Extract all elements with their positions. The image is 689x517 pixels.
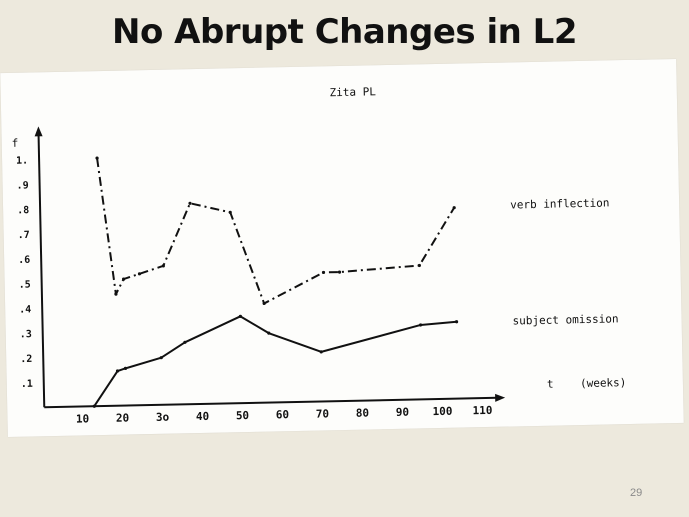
data-point bbox=[319, 350, 323, 354]
x-tick-label: 3o bbox=[156, 411, 170, 424]
y-axis-label: f bbox=[12, 137, 19, 150]
y-tick-label: 1. bbox=[16, 156, 28, 167]
data-point bbox=[95, 156, 99, 160]
data-point bbox=[115, 369, 120, 373]
data-point bbox=[114, 292, 118, 296]
y-tick-label: .8 bbox=[17, 205, 29, 216]
data-point bbox=[454, 320, 459, 324]
data-point bbox=[262, 301, 266, 306]
series-label: subject omission bbox=[512, 312, 618, 327]
line-chart: Zita PL f t (weeks) 10 20 3o 40 50 60 70 80 90 100… bbox=[12, 85, 627, 426]
y-tick-label: .7 bbox=[18, 230, 30, 241]
x-axis-arrow bbox=[495, 393, 506, 402]
series-line-2 bbox=[93, 315, 457, 407]
data-point bbox=[161, 264, 165, 268]
y-tick-label: .3 bbox=[20, 329, 32, 340]
x-tick-label: 20 bbox=[116, 411, 130, 424]
y-tick-label: .9 bbox=[17, 180, 29, 191]
x-tick-label: 50 bbox=[236, 409, 250, 422]
axes: f t (weeks) bbox=[12, 126, 627, 409]
data-point bbox=[337, 270, 342, 274]
y-tick-label: .1 bbox=[21, 379, 33, 390]
scanned-chart: Zita PL f t (weeks) 10 20 3o 40 50 60 70 80 90 100… bbox=[0, 58, 684, 438]
series-line-1 bbox=[96, 157, 456, 305]
data-point bbox=[183, 340, 187, 344]
y-tick-label: .4 bbox=[19, 304, 31, 315]
data-point bbox=[267, 331, 271, 335]
x-tick-label: 100 bbox=[432, 405, 452, 418]
y-axis-arrow bbox=[34, 126, 43, 137]
x-tick-label: 80 bbox=[356, 406, 370, 419]
chart-title: Zita PL bbox=[329, 85, 376, 99]
data-point bbox=[122, 277, 126, 281]
x-axis-label: t (weeks) bbox=[547, 376, 627, 391]
data-point bbox=[419, 323, 423, 327]
y-axis-line bbox=[37, 134, 46, 408]
data-point bbox=[92, 404, 96, 408]
series-label: verb inflection bbox=[510, 196, 610, 211]
x-tick-label: 10 bbox=[76, 412, 90, 425]
y-tick-label: .5 bbox=[19, 280, 31, 291]
data-point bbox=[188, 201, 192, 205]
x-tick-label: 70 bbox=[316, 407, 330, 420]
tick-labels: 10 20 3o 40 50 60 70 80 90 100 110 .1 .2 .3 .4 .5 .6 .7 .8… bbox=[16, 156, 493, 426]
series-labels: verb inflection subject omission bbox=[510, 196, 619, 327]
y-tick-label: .6 bbox=[18, 255, 30, 266]
data-point bbox=[452, 206, 456, 210]
data-point bbox=[137, 272, 142, 276]
data-point bbox=[228, 210, 232, 214]
data-point bbox=[238, 314, 243, 318]
x-tick-label: 90 bbox=[396, 406, 410, 419]
x-axis-line bbox=[44, 396, 498, 409]
x-tick-label: 110 bbox=[472, 404, 492, 417]
data-point bbox=[417, 263, 421, 268]
page-number: 29 bbox=[630, 487, 643, 499]
data-point bbox=[321, 270, 326, 275]
data-point bbox=[159, 356, 163, 360]
y-tick-label: .2 bbox=[20, 354, 32, 365]
series-layer bbox=[92, 156, 459, 408]
x-tick-label: 40 bbox=[196, 410, 210, 423]
x-tick-label: 60 bbox=[276, 408, 290, 421]
slide-title: No Abrupt Changes in L2 bbox=[112, 12, 578, 52]
data-point bbox=[123, 366, 128, 370]
